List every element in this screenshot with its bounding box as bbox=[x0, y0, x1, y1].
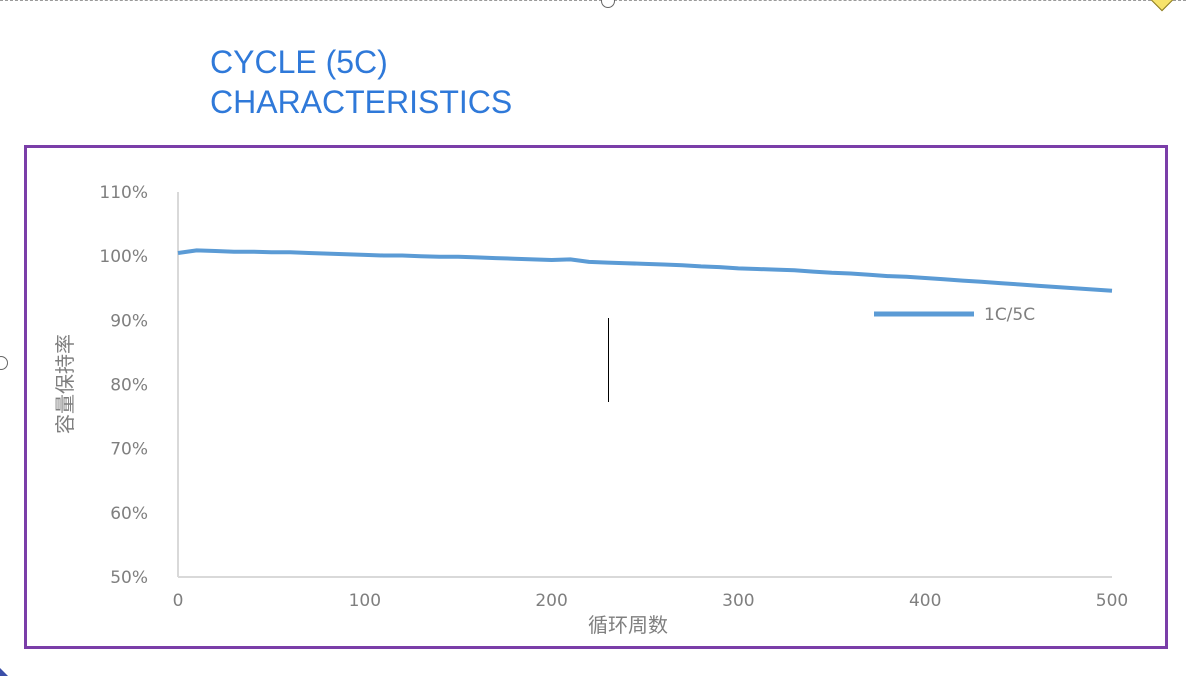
y-tick-label: 80% bbox=[110, 376, 148, 396]
x-tick-label: 0 bbox=[173, 591, 184, 611]
chart-heading-line1: CYCLE (5C) bbox=[210, 44, 388, 80]
x-tick-label: 200 bbox=[535, 591, 567, 611]
legend-label: 1C/5C bbox=[984, 305, 1035, 325]
x-tick-label: 100 bbox=[349, 591, 381, 611]
x-tick-label: 400 bbox=[909, 591, 941, 611]
text-cursor bbox=[608, 318, 609, 402]
y-tick-label: 70% bbox=[110, 440, 148, 460]
y-axis-label: 容量保持率 bbox=[53, 334, 77, 434]
selection-border bbox=[0, 0, 1186, 2]
chart-heading: CYCLE (5C) CHARACTERISTICS bbox=[210, 42, 512, 122]
chart-frame[interactable] bbox=[24, 145, 1168, 649]
x-axis-label: 循环周数 bbox=[588, 613, 668, 637]
corner-marker bbox=[0, 668, 8, 676]
y-tick-label: 110% bbox=[99, 183, 148, 203]
y-tick-label: 90% bbox=[110, 311, 148, 331]
series-line-1c-5c bbox=[177, 248, 1113, 293]
y-tick-label: 100% bbox=[99, 247, 148, 267]
x-tick-label: 300 bbox=[722, 591, 754, 611]
y-tick-label: 60% bbox=[110, 504, 148, 524]
y-tick-label: 50% bbox=[110, 568, 148, 588]
chart-heading-line2: CHARACTERISTICS bbox=[210, 84, 513, 120]
x-tick-label: 500 bbox=[1096, 591, 1128, 611]
